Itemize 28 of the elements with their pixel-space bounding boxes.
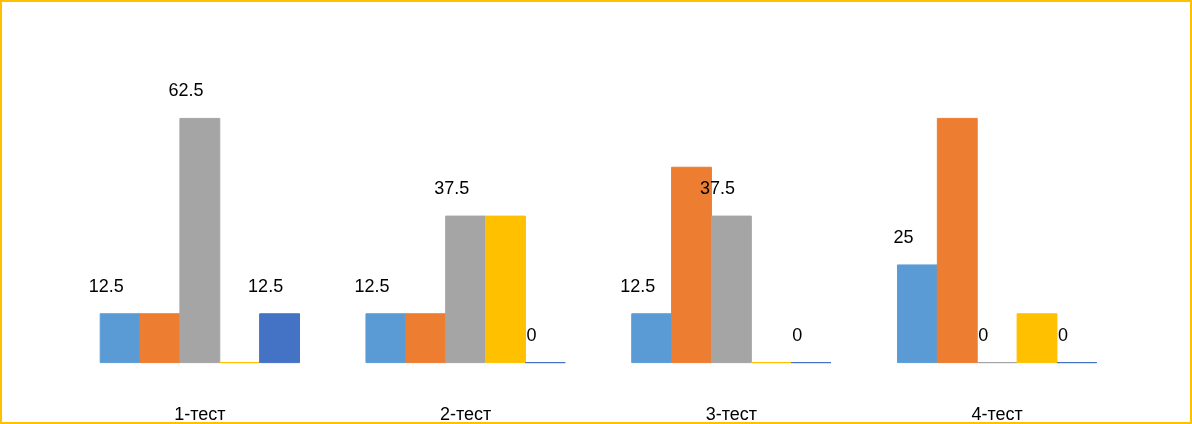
bar xyxy=(259,313,301,364)
bar xyxy=(445,215,487,364)
data-label: 62.5 xyxy=(168,80,204,101)
data-label: 0 xyxy=(1057,324,1068,345)
bar xyxy=(1016,313,1058,364)
x-tick-label: 4-тест xyxy=(971,403,1023,424)
data-label: 25 xyxy=(893,226,914,247)
bar xyxy=(179,117,221,364)
data-label: 0 xyxy=(526,324,537,345)
bar xyxy=(896,264,938,364)
bar xyxy=(99,313,141,364)
bar xyxy=(936,117,978,364)
x-tick-label: 3-тест xyxy=(705,403,758,424)
bar xyxy=(710,215,752,364)
bar xyxy=(631,313,673,364)
x-tick-label: 1-тест xyxy=(174,403,226,424)
bar xyxy=(139,313,181,364)
data-label: 37.5 xyxy=(434,178,470,199)
data-label: 12.5 xyxy=(248,275,284,296)
data-label: 12.5 xyxy=(354,275,390,296)
bar xyxy=(405,313,447,364)
data-label: 12.5 xyxy=(620,275,656,296)
bar xyxy=(365,313,407,364)
data-label: 0 xyxy=(792,324,803,345)
data-label: 12.5 xyxy=(88,275,124,296)
data-label: 0 xyxy=(978,324,989,345)
bar xyxy=(485,215,526,364)
x-tick-label: 2-тест xyxy=(439,403,492,424)
